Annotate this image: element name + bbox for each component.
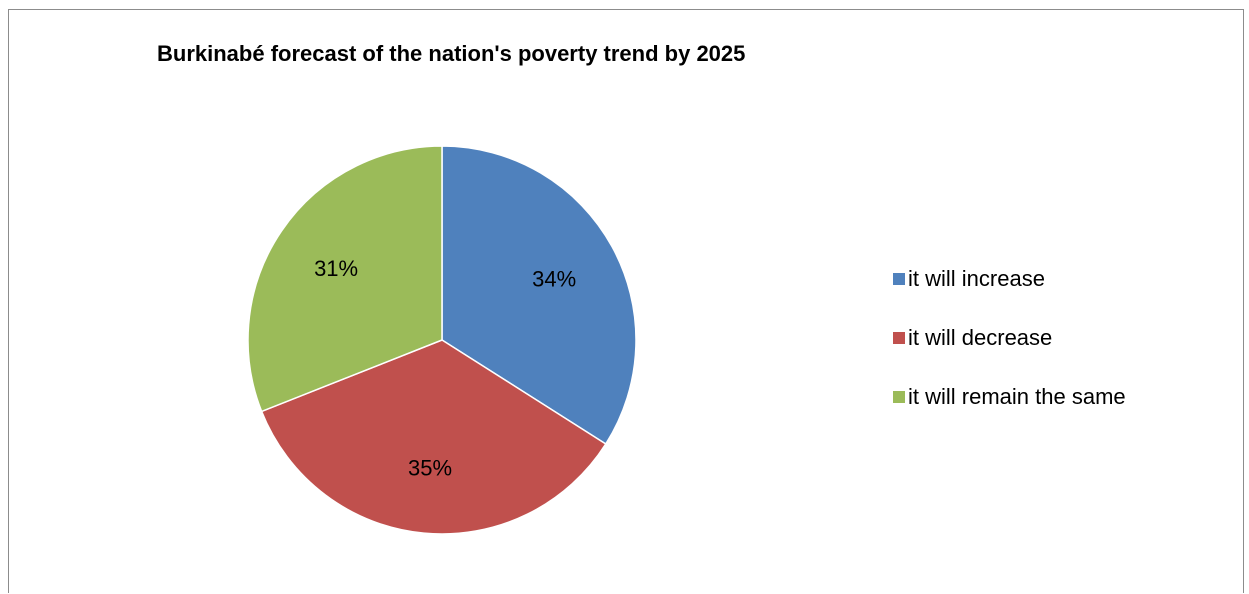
legend-label-increase: it will increase [908, 266, 1045, 291]
pie-slice-increase [441, 145, 637, 445]
legend: it will increase it will decrease it wil… [893, 264, 1126, 441]
data-label-remain: 31% [314, 256, 358, 281]
legend-label-remain: it will remain the same [908, 384, 1126, 409]
chart-frame [8, 9, 1244, 593]
legend-item-decrease: it will decrease [893, 323, 1126, 382]
chart-title: Burkinabé forecast of the nation's pover… [157, 41, 746, 66]
data-label-increase: 34% [532, 266, 576, 291]
legend-swatch-remain [893, 391, 905, 403]
legend-item-increase: it will increase [893, 264, 1126, 323]
data-label-decrease: 35% [408, 456, 452, 481]
pie-slice-decrease [260, 339, 607, 535]
pie-slice-remain [247, 145, 443, 413]
legend-swatch-decrease [893, 332, 905, 344]
legend-label-decrease: it will decrease [908, 325, 1053, 350]
legend-swatch-increase [893, 273, 905, 285]
legend-item-remain: it will remain the same [893, 382, 1126, 441]
